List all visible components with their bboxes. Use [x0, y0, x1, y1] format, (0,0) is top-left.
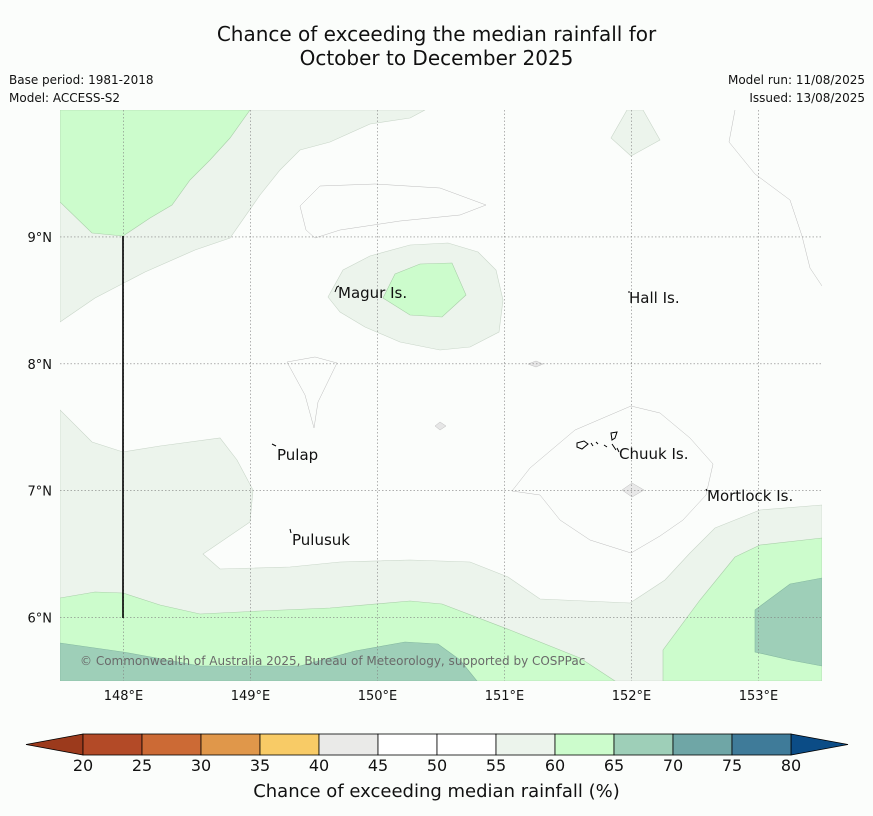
chart-title: Chance of exceeding the median rainfall …	[0, 22, 873, 70]
lat-tick-label: 8°N	[28, 358, 53, 373]
place-label-chuuk: Chuuk Is.	[619, 445, 688, 463]
lon-tick-label: 151°E	[485, 689, 525, 704]
pulap-island-mark	[271, 443, 277, 447]
colorbar-tick-label: 45	[367, 756, 389, 775]
band-60-65-northwest	[60, 110, 251, 237]
pulusuk-island-mark	[289, 528, 292, 534]
colorbar-tick-label: 40	[308, 756, 330, 775]
latitude-labels: 9°N 8°N 7°N 6°N	[28, 231, 53, 627]
place-label-mortlock: Mortlock Is.	[707, 487, 793, 505]
contour-50-chuuk	[511, 405, 714, 554]
colorbar-bin	[672, 733, 733, 756]
mortlock-island-mark	[705, 488, 708, 492]
lon-tick-label: 148°E	[104, 689, 144, 704]
colorbar-bin	[200, 733, 261, 756]
colorbar-title: Chance of exceeding median rainfall (%)	[253, 781, 620, 802]
meta-left: Base period: 1981-2018 Model: ACCESS-S2	[9, 71, 154, 107]
colorbar-bin	[318, 733, 379, 756]
contour-small-diamond-2	[434, 421, 447, 431]
colorbar-bin	[82, 733, 143, 756]
colorbar	[25, 733, 849, 756]
place-label-pulap: Pulap	[277, 446, 318, 464]
model-name: Model: ACCESS-S2	[9, 91, 121, 105]
colorbar-under-arrow	[25, 733, 84, 756]
lat-tick-label: 7°N	[28, 485, 53, 500]
lon-tick-label: 150°E	[358, 689, 398, 704]
model-run: Model run: 11/08/2025	[727, 73, 865, 87]
title-line-2: October to December 2025	[299, 46, 574, 70]
colorbar-tick-label: 55	[485, 756, 507, 775]
colorbar-bin	[377, 733, 438, 756]
colorbar-tick-label: 80	[780, 756, 802, 775]
contour-50-northeast	[728, 110, 822, 287]
colorbar-over-arrow	[790, 733, 849, 756]
colorbar-bin	[495, 733, 556, 756]
magur-island-mark	[334, 285, 340, 293]
colorbar-bin	[259, 733, 320, 756]
longitude-labels: 148°E 149°E 150°E 151°E 152°E 153°E	[104, 689, 779, 704]
island-marks	[271, 285, 708, 534]
place-label-pulusuk: Pulusuk	[292, 531, 350, 549]
colorbar-tick-label: 60	[544, 756, 566, 775]
contour-50-north-loop	[299, 183, 487, 239]
colorbar-tick-label: 25	[131, 756, 153, 775]
place-labels: Magur Is. Hall Is. Pulap Chuuk Is. Mortl…	[277, 284, 793, 549]
title-line-1: Chance of exceeding the median rainfall …	[216, 22, 657, 46]
band-60-65-south	[60, 591, 616, 681]
issued-date: Issued: 13/08/2025	[749, 91, 865, 105]
contour-50-triangle	[286, 356, 338, 429]
band-65-70-southeast	[754, 577, 822, 667]
probability-field	[60, 110, 822, 681]
lat-tick-label: 6°N	[28, 612, 53, 627]
colorbar-bin	[731, 733, 792, 756]
band-55-60-hallpeak	[610, 110, 661, 157]
colorbar-bin	[436, 733, 497, 756]
lon-tick-label: 152°E	[612, 689, 652, 704]
place-label-magur: Magur Is.	[338, 284, 407, 302]
colorbar-tick-label: 65	[603, 756, 625, 775]
contour-small-diamond-3	[621, 482, 645, 498]
colorbar-tick-label: 20	[72, 756, 94, 775]
place-label-hall: Hall Is.	[629, 289, 680, 307]
copyright-note: © Commonwealth of Australia 2025, Bureau…	[80, 654, 585, 668]
graticule	[60, 110, 822, 681]
lon-tick-label: 153°E	[739, 689, 779, 704]
colorbar-tick-label: 70	[662, 756, 684, 775]
colorbar-bin	[554, 733, 615, 756]
lon-tick-label: 149°E	[231, 689, 271, 704]
chuuk-lagoon-islands	[576, 431, 620, 453]
band-65-70-southwest	[60, 641, 478, 681]
colorbar-tick-label: 75	[721, 756, 743, 775]
colorbar-bin	[613, 733, 674, 756]
base-period: Base period: 1981-2018	[9, 73, 154, 87]
meta-right: Model run: 11/08/2025 Issued: 13/08/2025	[728, 71, 865, 107]
band-60-65-magur	[382, 262, 467, 318]
lat-tick-label: 9°N	[28, 231, 53, 246]
colorbar-tick-label: 30	[190, 756, 212, 775]
colorbar-bin	[141, 733, 202, 756]
colorbar-tick-label: 50	[426, 756, 448, 775]
colorbar-tick-label: 35	[249, 756, 271, 775]
